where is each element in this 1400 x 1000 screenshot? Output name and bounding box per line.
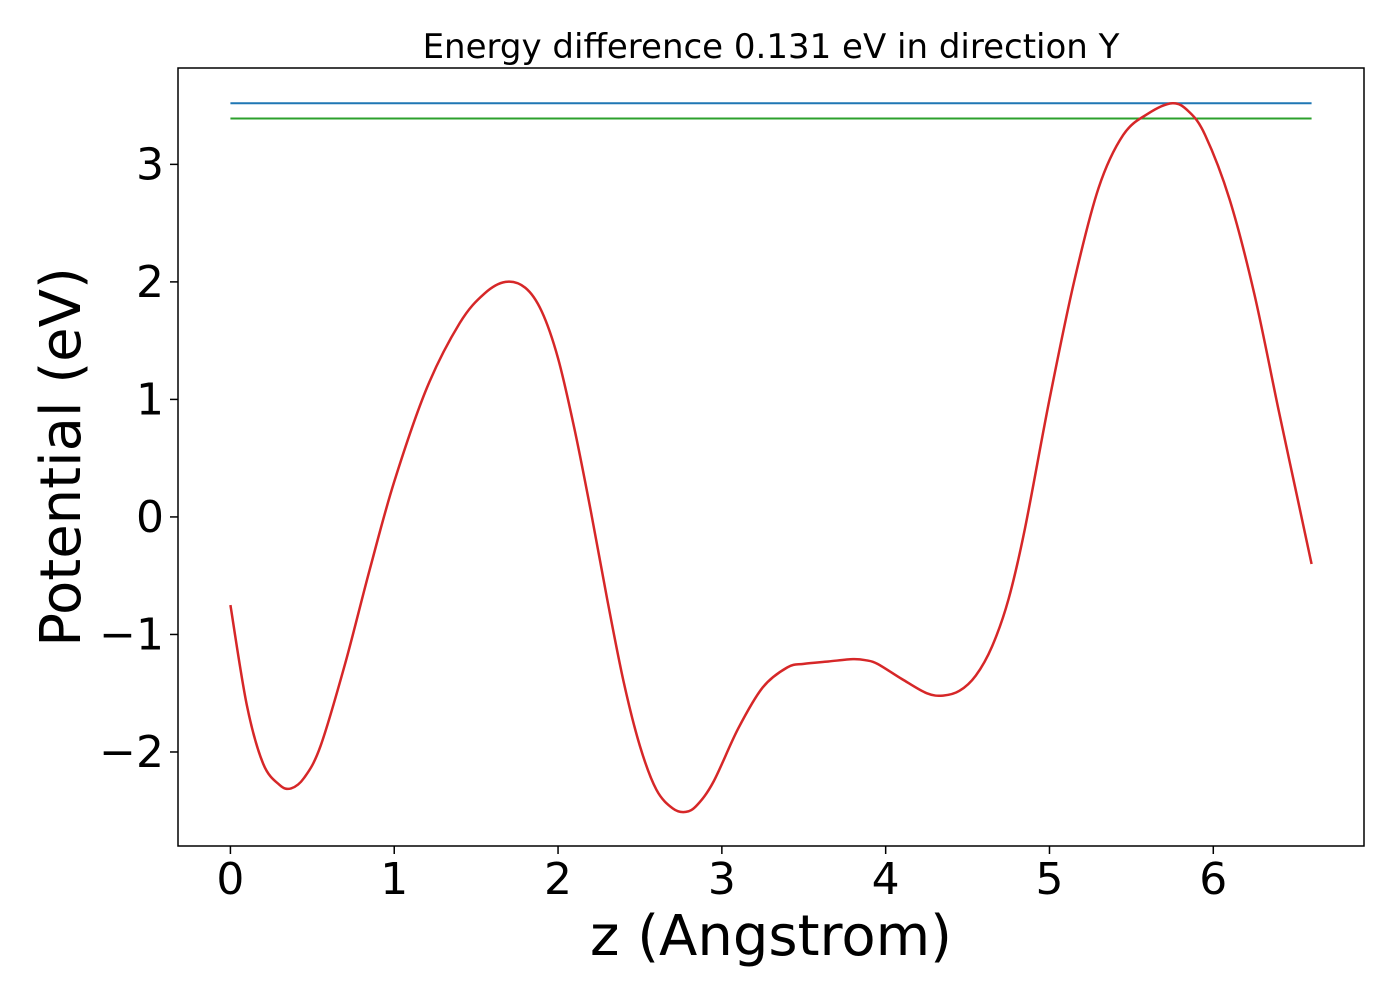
y-tick-label: −2 — [99, 727, 164, 778]
chart-title: Energy difference 0.131 eV in direction … — [423, 27, 1120, 67]
x-axis-title: z (Angstrom) — [590, 904, 952, 969]
x-tick-label: 1 — [380, 854, 408, 905]
series-group — [229, 102, 1313, 814]
y-tick-label: 1 — [136, 374, 164, 425]
series-line-0 — [229, 102, 1313, 814]
y-axis: −2 −1 0 1 2 3 — [99, 139, 178, 778]
x-axis: 0 1 2 3 4 5 6 — [216, 846, 1227, 905]
reference-lines — [230, 102, 1312, 120]
y-tick-label: 0 — [136, 492, 164, 543]
x-tick-label: 4 — [872, 854, 900, 905]
y-tick-label: 3 — [136, 139, 164, 190]
x-tick-label: 5 — [1035, 854, 1063, 905]
x-tick-label: 3 — [708, 854, 736, 905]
plot-area — [177, 67, 1365, 847]
x-tick-label: 2 — [544, 854, 572, 905]
y-tick-label: 2 — [136, 257, 164, 308]
x-tick-label: 0 — [216, 854, 244, 905]
y-axis-title: Potential (eV) — [29, 267, 94, 647]
x-tick-label: 6 — [1199, 854, 1227, 905]
y-tick-label: −1 — [99, 609, 164, 660]
